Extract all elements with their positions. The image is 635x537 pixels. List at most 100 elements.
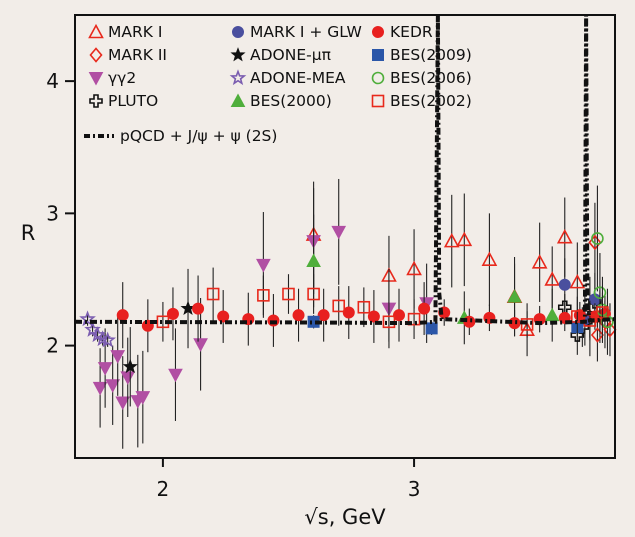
- data-point-mark-ii: [588, 234, 602, 251]
- x-tick-label: 2: [157, 477, 170, 501]
- data-point-mark-i: [481, 251, 498, 266]
- legend-marker-mark-i: [88, 23, 104, 39]
- data-point-2: [97, 362, 113, 376]
- legend-marker-bes-2000: [230, 93, 246, 107]
- legend-marker-pluto: [89, 94, 103, 108]
- series-pqcd-j-2s: [74, 14, 616, 326]
- legend-entry-bes-2000: BES(2000): [230, 92, 332, 110]
- data-point-bes-2002: [307, 287, 320, 301]
- y-tick-label: 2: [46, 334, 59, 358]
- legend-marker-adone: [230, 47, 246, 62]
- legend-marker-kedr: [372, 26, 384, 38]
- data-point-mark-ii: [590, 327, 604, 343]
- data-point-2: [105, 379, 121, 393]
- legend-label-bes-2009: BES(2009): [390, 46, 472, 64]
- series-adone-mea: [79, 310, 117, 348]
- data-point-2: [120, 371, 136, 385]
- data-point-mark-i: [406, 260, 422, 276]
- data-point-bes-2000: [306, 253, 321, 267]
- data-point-adone-mea: [79, 310, 96, 327]
- legend-label-adone-mea: ADONE-MEA: [250, 69, 346, 87]
- data-point-bes-2002: [206, 287, 220, 301]
- series-adone: [122, 268, 196, 407]
- legend-entry-mark-i: MARK I: [88, 23, 162, 41]
- data-point-bes-2002: [407, 312, 421, 326]
- data-point-bes-2002: [571, 310, 584, 323]
- data-point-kedr: [418, 302, 431, 315]
- data-point-mark-i: [443, 232, 460, 248]
- legend-marker-bes-2006: [371, 71, 385, 85]
- axes: 2 3 2 3 4: [46, 69, 420, 501]
- legend-marker-adone-mea: [229, 69, 247, 86]
- data-point-bes-2002: [520, 318, 534, 331]
- data-point-bes-2000: [507, 289, 522, 303]
- legend-label-bes-2000: BES(2000): [250, 92, 332, 110]
- y-tick-label: 3: [46, 201, 59, 225]
- data-point-bes-2000: [544, 307, 560, 322]
- data-point-bes-2002: [282, 287, 295, 301]
- legend-entry-bes-2002: BES(2002): [371, 92, 472, 110]
- data-point-mark-i: [569, 273, 586, 289]
- data-point-bes-2006: [591, 232, 604, 245]
- x-tick-label: 3: [408, 477, 421, 501]
- legend-label-mark-ii: MARK II: [108, 46, 167, 64]
- legend-marker-mark-i-glw: [232, 26, 244, 38]
- data-point-adone: [122, 358, 138, 374]
- data-point-bes-2002: [257, 289, 270, 302]
- legend-entry-adone: ADONE-μπ: [230, 46, 331, 64]
- data-point-bes-2002: [596, 306, 609, 319]
- data-point-mark-i: [544, 271, 561, 286]
- data-point-kedr: [342, 306, 355, 319]
- data-point-2: [256, 258, 271, 273]
- data-point-2: [331, 225, 347, 240]
- plot-frame: [74, 14, 616, 459]
- legend-label-bes-2006: BES(2006): [390, 69, 472, 87]
- series-bes-2002: [156, 267, 609, 342]
- data-point-2: [115, 396, 131, 411]
- plot-area: [74, 14, 617, 449]
- legend-label-adone: ADONE-μπ: [250, 46, 331, 64]
- data-point-bes-2002: [357, 300, 371, 314]
- data-point-kedr: [166, 307, 179, 320]
- pqcd-curve: [74, 14, 616, 326]
- legend-label-mark-i: MARK I: [108, 23, 162, 41]
- data-point-kedr: [317, 309, 330, 322]
- legend-marker-2: [88, 72, 104, 86]
- y-axis-label: R: [21, 221, 36, 245]
- data-point-bes-2006: [593, 286, 607, 300]
- legend: MARK I MARK I + GLW KEDR MARK II ADONE-μπ BES…: [84, 23, 472, 145]
- legend-entry-bes-2006: BES(2006): [371, 69, 472, 87]
- data-point-mark-i: [531, 254, 548, 269]
- data-point-mark-i: [456, 231, 473, 247]
- legend-label-mark-i-glw: MARK I + GLW: [250, 23, 362, 41]
- data-point-kedr: [292, 309, 305, 322]
- data-point-2: [135, 391, 151, 405]
- legend-entry-2: γγ2: [88, 69, 136, 87]
- y-tick-label: 4: [46, 69, 59, 93]
- legend-marker-bes-2009: [372, 49, 384, 61]
- data-point-kedr: [367, 310, 380, 323]
- legend-marker-mark-ii: [89, 47, 103, 63]
- legend-marker-bes-2002: [371, 94, 385, 108]
- legend-label-2: γγ2: [108, 69, 136, 87]
- data-point-2: [92, 381, 108, 396]
- legend-entry-pqcd: pQCD + J/ψ + ψ (2S): [84, 127, 277, 145]
- legend-label-pluto: PLUTO: [108, 92, 158, 110]
- legend-entry-bes-2009: BES(2009): [372, 46, 472, 64]
- x-axis-label: √s, GeV: [304, 505, 386, 529]
- data-point-bes-2002: [332, 299, 346, 313]
- data-point-2: [168, 368, 183, 383]
- data-point-bes-2009: [425, 322, 438, 335]
- legend-entry-pluto: PLUTO: [89, 92, 158, 110]
- legend-label-kedr: KEDR: [390, 23, 433, 41]
- data-point-2: [193, 338, 208, 352]
- legend-label-pqcd: pQCD + J/ψ + ψ (2S): [120, 127, 277, 145]
- data-point-kedr: [393, 309, 405, 322]
- data-point-kedr: [116, 309, 129, 322]
- legend-label-bes-2002: BES(2002): [390, 92, 472, 110]
- legend-entry-mark-i-glw: MARK I + GLW: [232, 23, 362, 41]
- legend-entry-adone-mea: ADONE-MEA: [229, 69, 346, 87]
- data-point-kedr: [192, 302, 205, 315]
